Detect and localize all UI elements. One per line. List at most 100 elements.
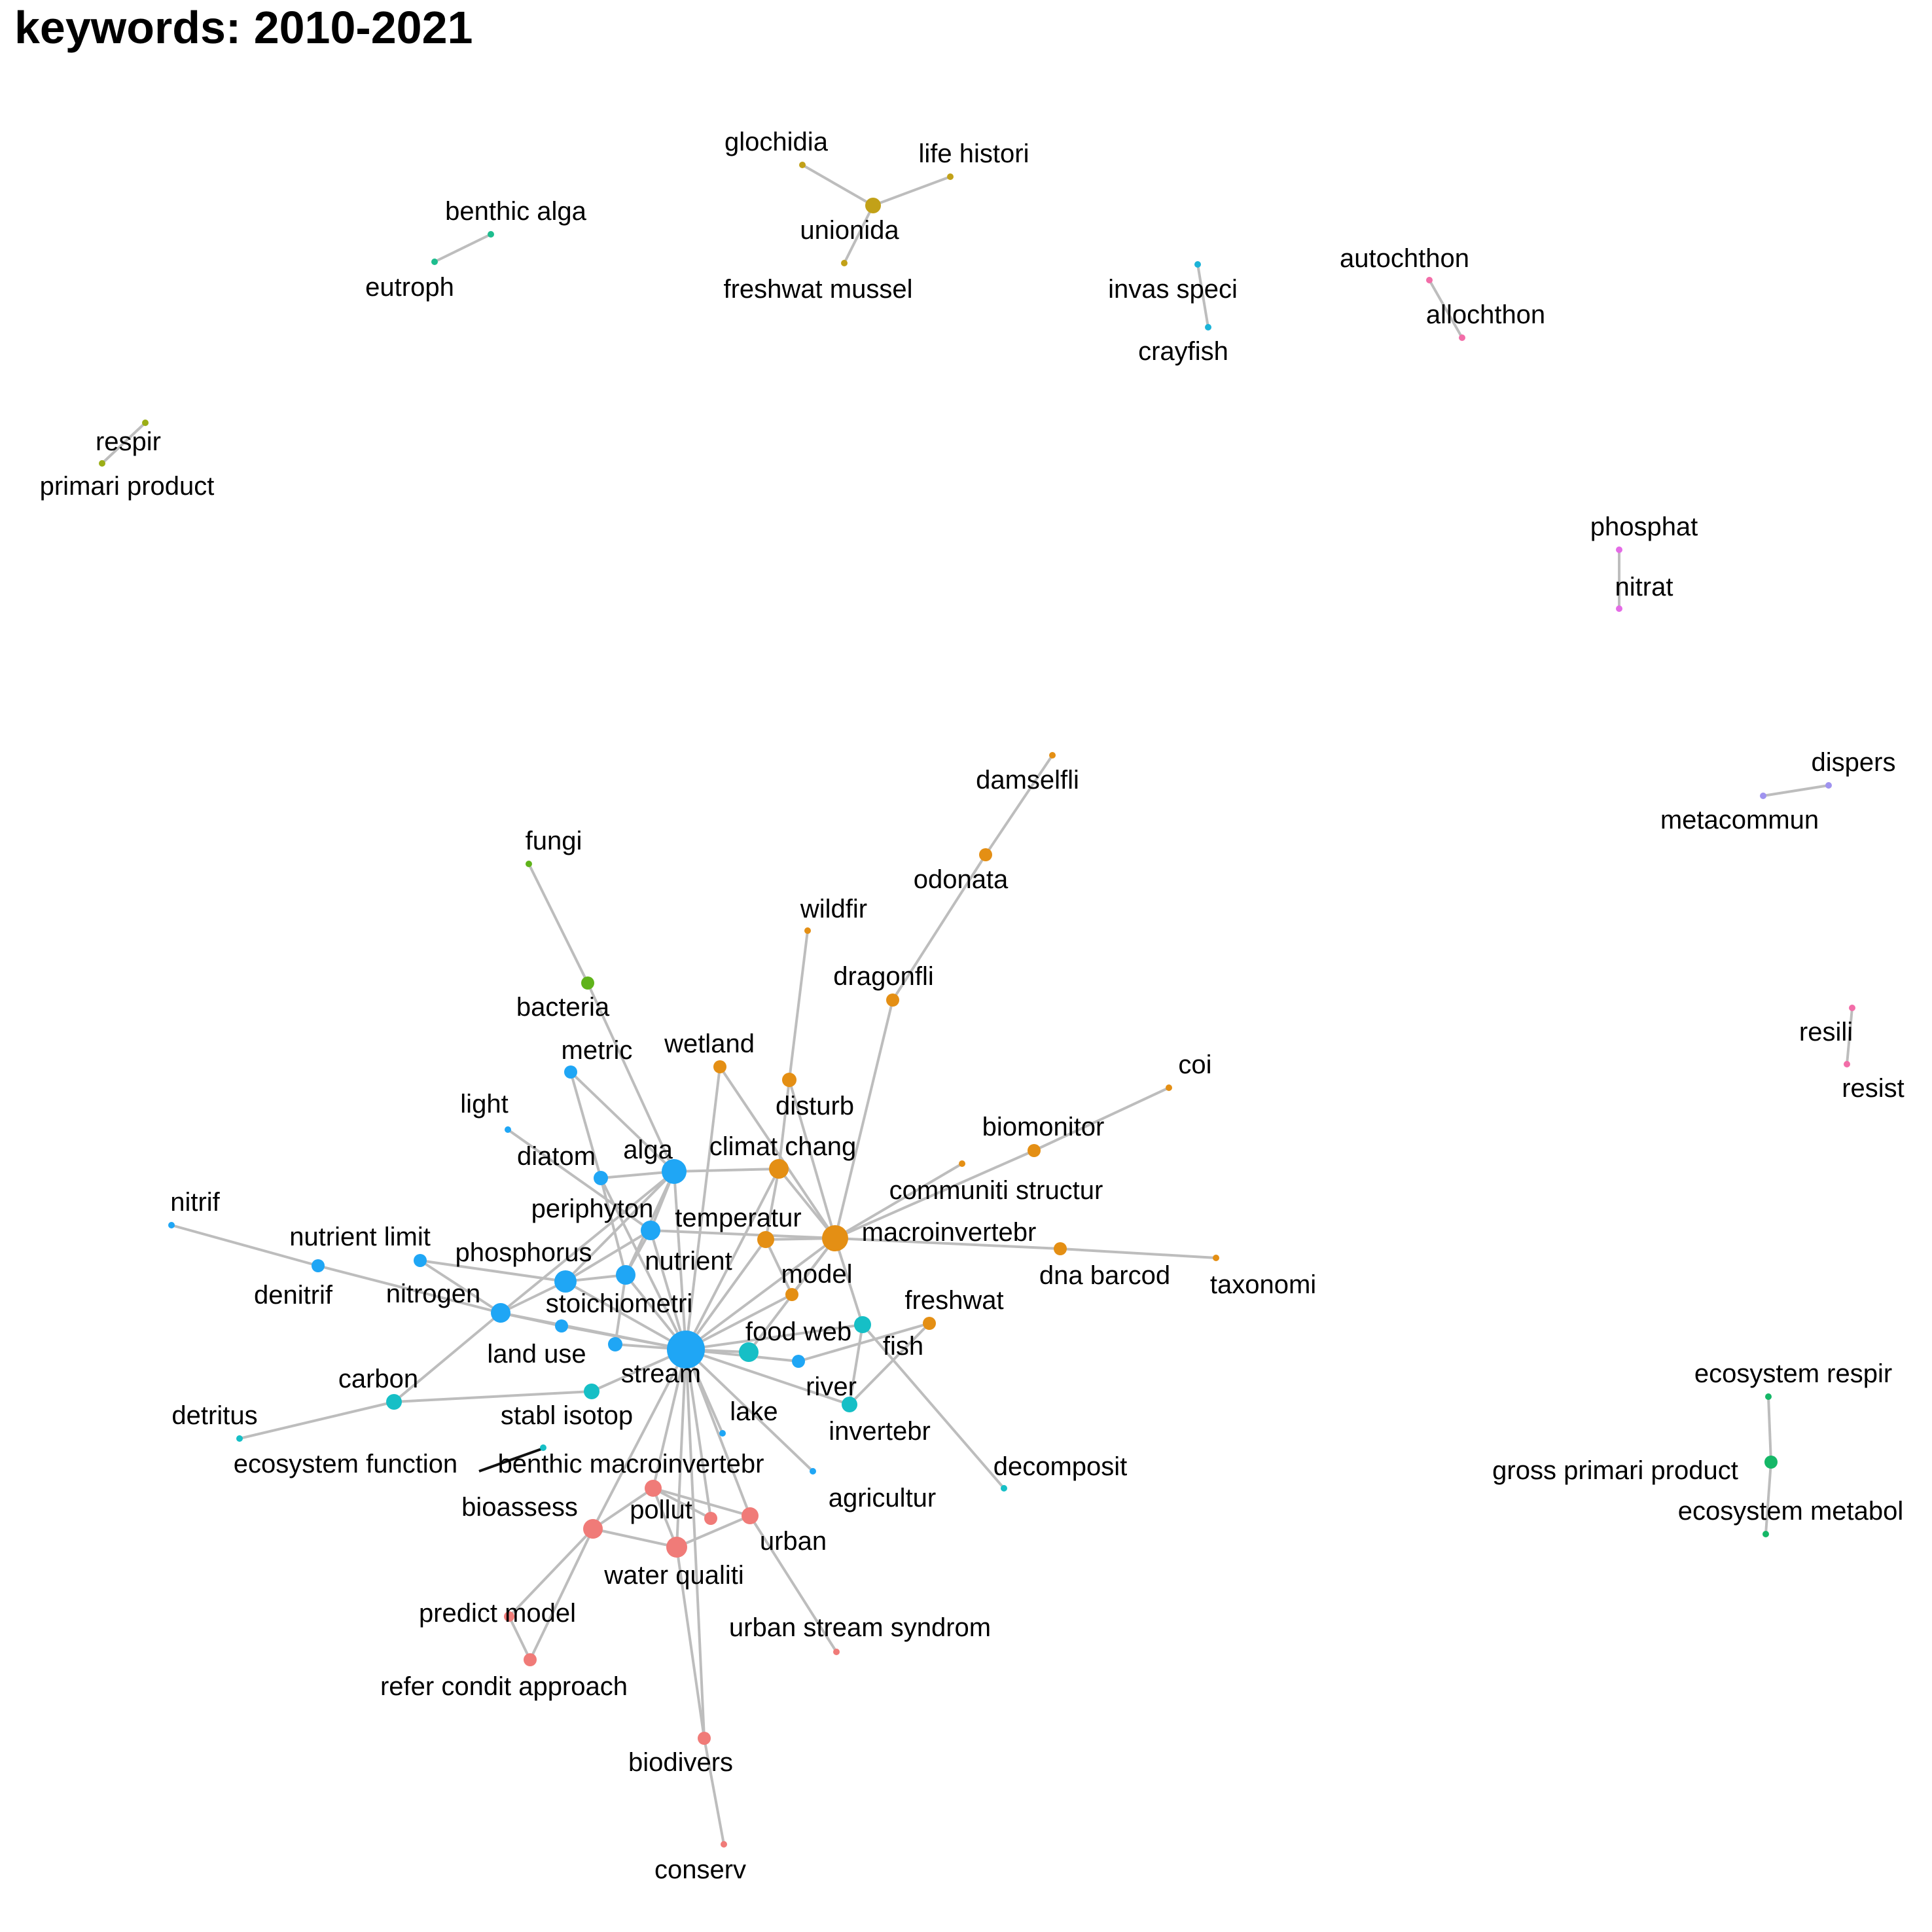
edge-biodivers-conserv bbox=[703, 1738, 725, 1845]
edge-temperatur-model bbox=[764, 1239, 793, 1295]
edge-odonata-damselfli bbox=[984, 754, 1054, 856]
edge-nitrogen-carbon bbox=[393, 1312, 502, 1403]
node-disturb bbox=[782, 1073, 796, 1087]
node-label-metacommun: metacommun bbox=[1660, 806, 1819, 834]
node-label-phosphat: phosphat bbox=[1590, 512, 1698, 541]
node-label-wetland: wetland bbox=[664, 1029, 755, 1058]
edge-disturb-wildfir bbox=[788, 930, 809, 1081]
edge-climat-chang-disturb bbox=[778, 1079, 791, 1170]
edge-stream-river bbox=[685, 1348, 850, 1406]
node-nitrogen bbox=[491, 1303, 510, 1323]
node-label-fungi: fungi bbox=[526, 827, 582, 855]
node-ecosystem-metabol bbox=[1762, 1531, 1769, 1537]
node-periphyton bbox=[641, 1221, 660, 1240]
node-model bbox=[785, 1288, 798, 1301]
node-label-conserv: conserv bbox=[654, 1855, 746, 1884]
edge-biomonitor-coi bbox=[1033, 1086, 1170, 1152]
edge-water-qualiti-urban bbox=[676, 1514, 751, 1548]
edge-stream-periphyton bbox=[649, 1230, 687, 1350]
edge-phosphorus-nitrogen bbox=[500, 1280, 566, 1314]
node-resist bbox=[1844, 1061, 1850, 1067]
node-allochthon bbox=[1459, 334, 1465, 341]
edge-stream-alga bbox=[673, 1171, 687, 1350]
node-label-temperatur: temperatur bbox=[675, 1204, 801, 1232]
node-label-allochthon: allochthon bbox=[1426, 300, 1545, 329]
node-label-damselfli: damselfli bbox=[976, 766, 1079, 795]
node-gross-primari-product bbox=[1764, 1456, 1778, 1469]
node-label-decomposit: decomposit bbox=[993, 1452, 1128, 1481]
node-label-refer-condit-approach: refer condit approach bbox=[380, 1672, 628, 1701]
node-label-nitrogen: nitrogen bbox=[386, 1279, 481, 1308]
node-label-periphyton: periphyton bbox=[531, 1194, 654, 1223]
node-label-nutrient-limit: nutrient limit bbox=[289, 1223, 431, 1251]
node-autochthon bbox=[1426, 277, 1433, 283]
node-label-communiti-structur: communiti structur bbox=[889, 1176, 1103, 1205]
edge-carbon-detritus bbox=[239, 1401, 395, 1440]
edge-stream-nitrogen bbox=[500, 1312, 687, 1351]
node-label-agricultur: agricultur bbox=[829, 1484, 937, 1512]
edge-bioassess-predict-model bbox=[508, 1528, 594, 1618]
node-label-invertebr: invertebr bbox=[829, 1417, 931, 1446]
node-unionida bbox=[865, 198, 881, 213]
edge-dragonfli-odonata bbox=[891, 853, 987, 1001]
edge-stream-diatom bbox=[599, 1177, 687, 1350]
node-denitrif bbox=[312, 1259, 325, 1272]
node-label-model: model bbox=[781, 1260, 853, 1289]
node-fungi bbox=[526, 861, 532, 867]
edge-stream-phosphorus bbox=[565, 1280, 687, 1351]
node-light bbox=[505, 1126, 511, 1133]
node-resili bbox=[1849, 1005, 1855, 1011]
edge-unionida-life-histori bbox=[872, 175, 951, 207]
edge-alga-phosphorus bbox=[564, 1170, 675, 1283]
edge-light-periphyton bbox=[507, 1128, 652, 1232]
edge-diatom-nutrient bbox=[599, 1177, 627, 1276]
node-invas-speci bbox=[1194, 261, 1201, 268]
node-label-life-histori: life histori bbox=[919, 139, 1029, 168]
node-label-autochthon: autochthon bbox=[1340, 244, 1469, 273]
node-label-invas-speci: invas speci bbox=[1108, 275, 1238, 304]
node-nitrat bbox=[1616, 605, 1622, 612]
node-dna-barcod bbox=[1054, 1242, 1067, 1255]
node-label-river: river bbox=[806, 1372, 857, 1401]
node-label-bioassess: bioassess bbox=[461, 1493, 578, 1522]
edge-macroinvertebr-wetland bbox=[719, 1065, 836, 1240]
node-land-use bbox=[555, 1319, 568, 1333]
edge-stream-macroinvertebr bbox=[685, 1237, 836, 1351]
node-ecosystem-function bbox=[540, 1444, 546, 1451]
edge-stream-urban bbox=[685, 1349, 751, 1516]
node-label-detritus: detritus bbox=[171, 1401, 257, 1430]
node-label-benthic-alga: benthic alga bbox=[445, 197, 586, 226]
node-urban-stream-syndrom bbox=[833, 1649, 840, 1655]
edge-benthic-macroinvertebr-pollut bbox=[653, 1487, 711, 1520]
edge-stream-invertebr bbox=[685, 1323, 863, 1351]
node-label-coi: coi bbox=[1178, 1050, 1211, 1079]
node-label-ecosystem-metabol: ecosystem metabol bbox=[1678, 1497, 1904, 1526]
node-freshwat bbox=[923, 1317, 936, 1330]
node-taxonomi bbox=[1213, 1255, 1219, 1261]
node-label-urban: urban bbox=[760, 1527, 827, 1556]
edge-resili-resist bbox=[1846, 1007, 1853, 1065]
node-label-nutrient: nutrient bbox=[645, 1247, 732, 1276]
node-nutrient bbox=[616, 1265, 635, 1285]
edge-stream-bioassess bbox=[592, 1349, 687, 1530]
node-label-macroinvertebr: macroinvertebr bbox=[862, 1218, 1037, 1247]
node-metacommun bbox=[1760, 793, 1766, 799]
node-wildfir bbox=[804, 927, 811, 934]
edge-river-freshwat bbox=[848, 1322, 931, 1406]
edge-alga-metric bbox=[569, 1071, 675, 1173]
node-label-alga: alga bbox=[623, 1136, 673, 1164]
node-metric bbox=[564, 1065, 577, 1079]
node-dispers bbox=[1825, 782, 1832, 789]
node-label-lake: lake bbox=[730, 1397, 778, 1426]
edge-fish-freshwat bbox=[798, 1322, 930, 1363]
edge-autochthon-allochthon bbox=[1428, 279, 1463, 338]
node-communiti-structur bbox=[959, 1160, 965, 1167]
edge-dispers-metacommun bbox=[1762, 784, 1829, 797]
node-predict-model bbox=[504, 1611, 514, 1622]
edge-macroinvertebr-invertebr bbox=[834, 1238, 864, 1325]
node-label-disturb: disturb bbox=[776, 1092, 854, 1120]
nodes-layer bbox=[99, 162, 1855, 1848]
node-label-food-web: food web bbox=[745, 1317, 851, 1346]
node-bioassess bbox=[583, 1519, 603, 1539]
node-lake bbox=[719, 1430, 726, 1437]
